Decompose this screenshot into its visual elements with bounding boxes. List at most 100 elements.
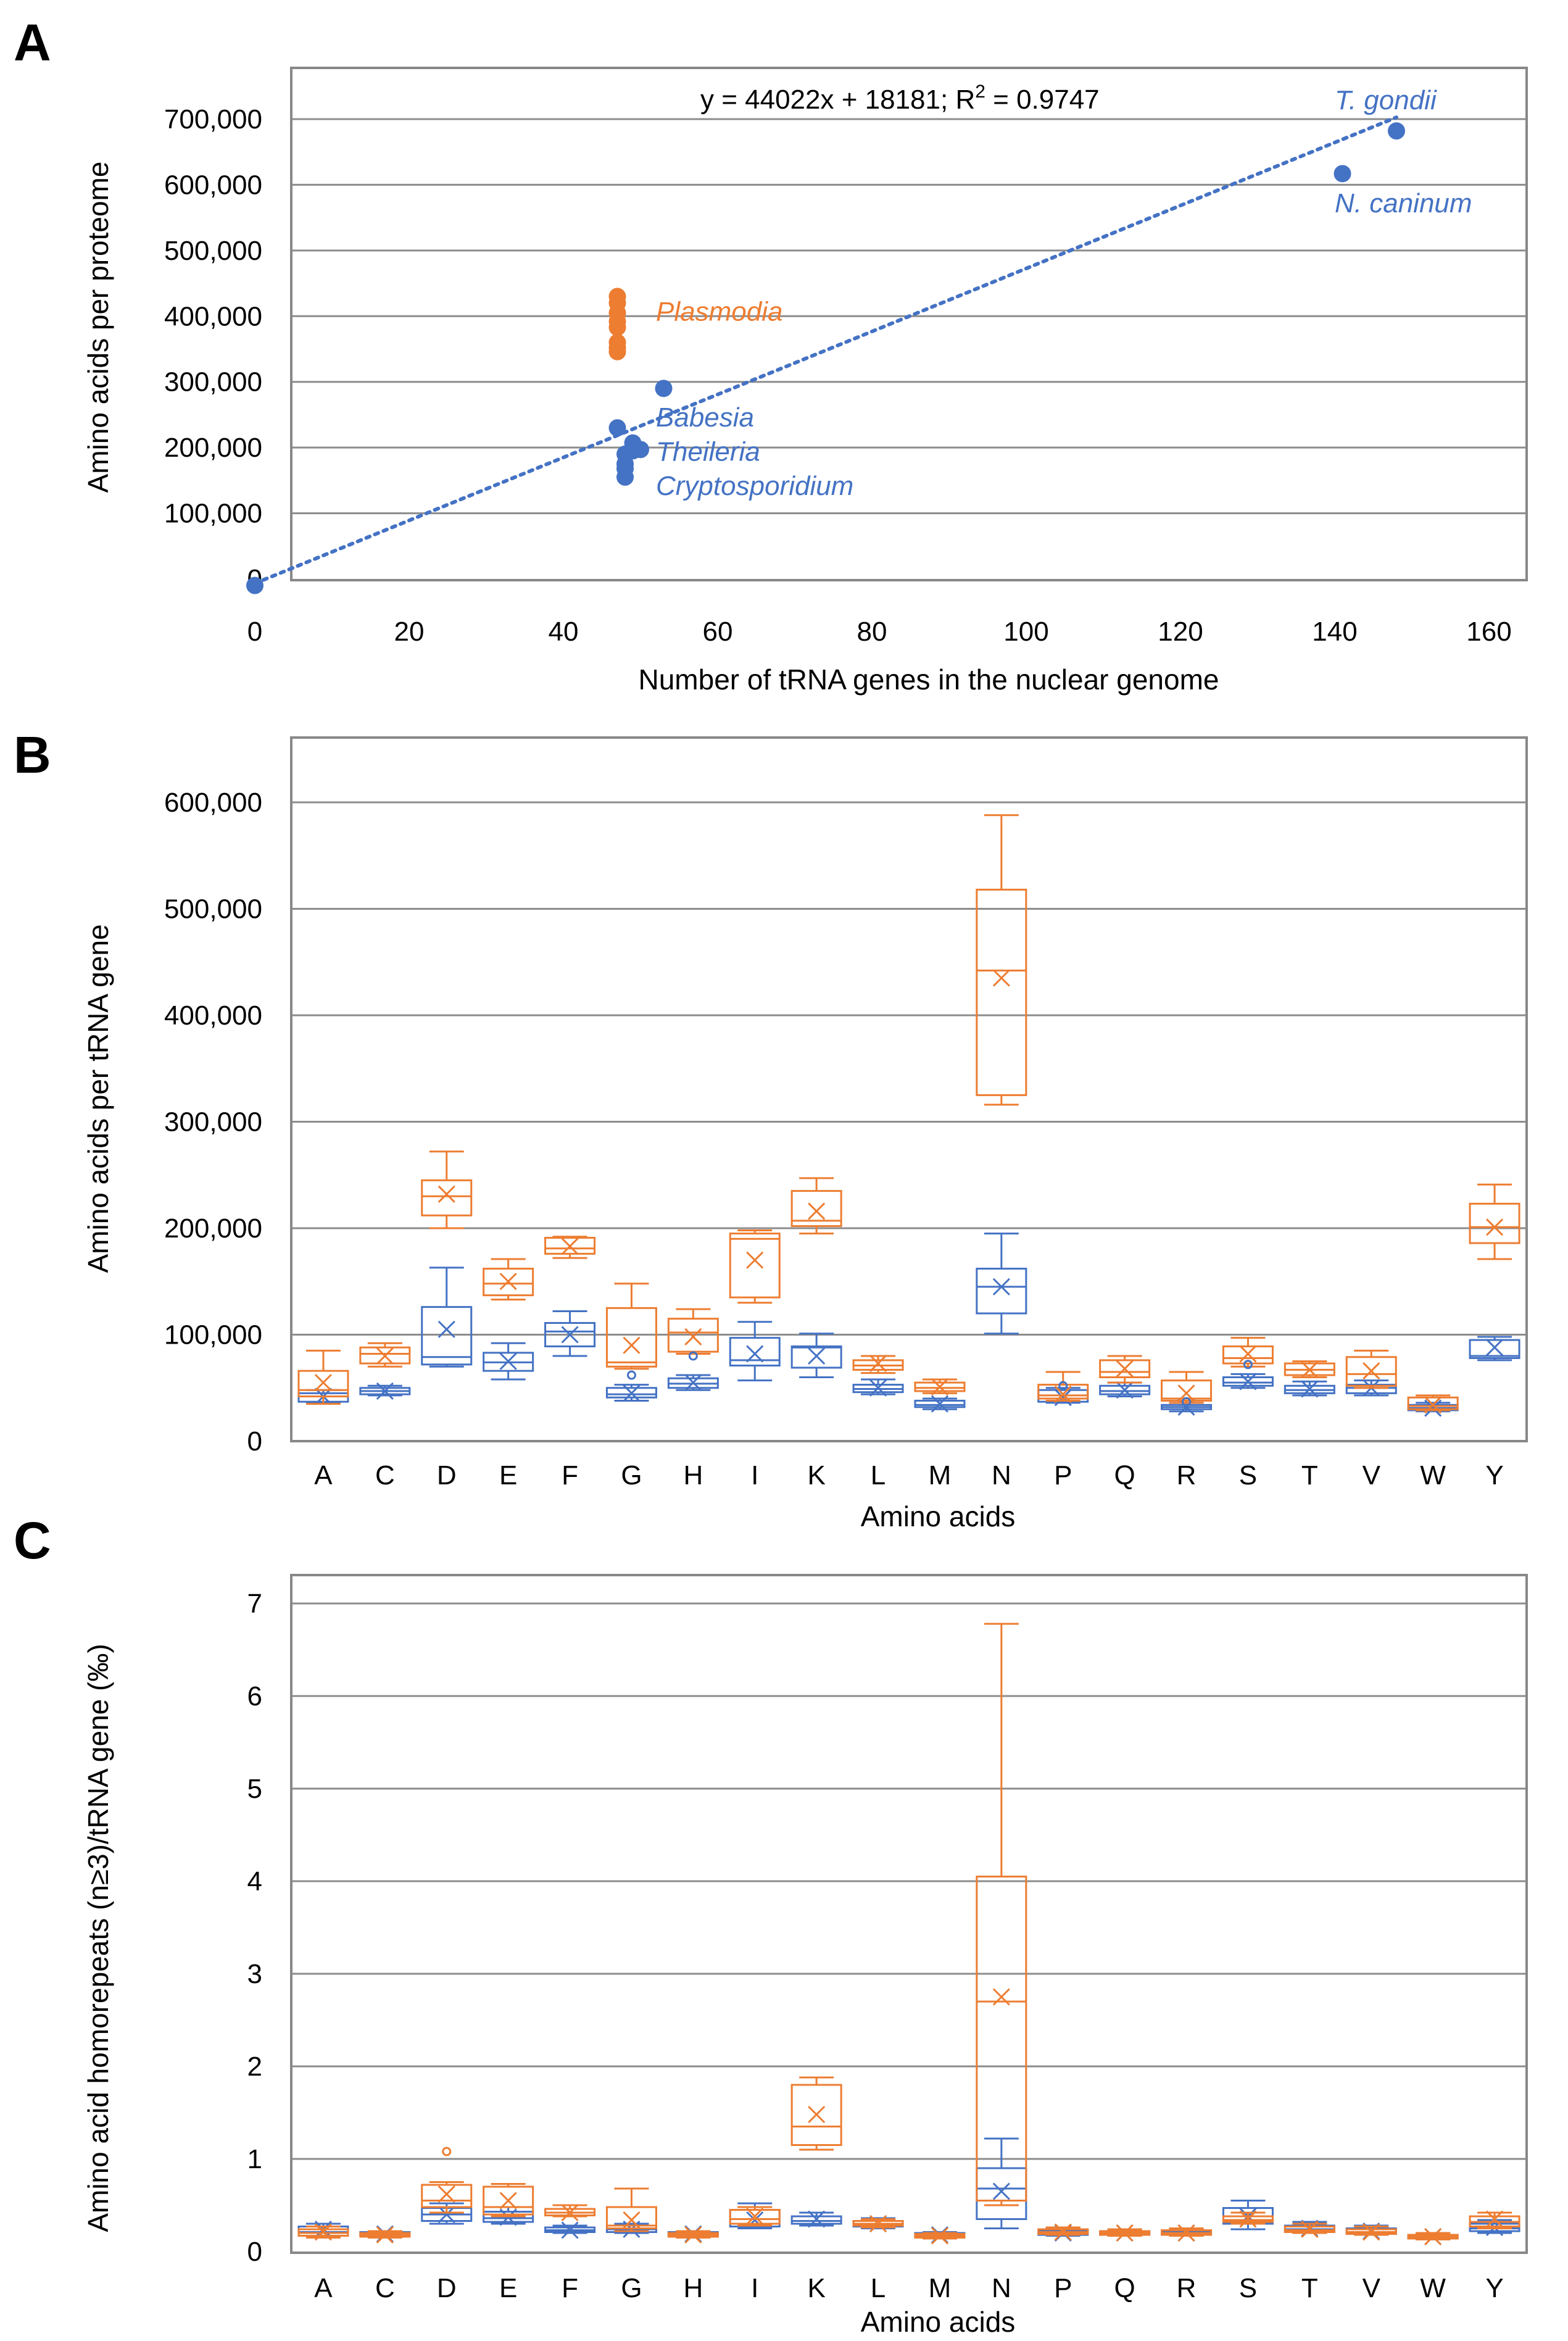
data-point xyxy=(608,343,626,360)
box-iqr xyxy=(605,1307,657,1368)
box-Q-orange xyxy=(1099,2224,1151,2242)
x-tick-label: 20 xyxy=(394,617,425,647)
mean-marker xyxy=(561,1237,579,1255)
mean-marker xyxy=(1177,2224,1195,2242)
mean-marker xyxy=(561,2203,579,2222)
mean-marker xyxy=(808,1202,826,1220)
panel-b-frame xyxy=(290,736,1528,1442)
box-M-orange xyxy=(914,1378,966,1396)
panel-c-boxplot: 0 1 2 3 4 5 6 7 A C D E F G H I K L M N P Q R S T V W Y Amino acid… xyxy=(82,1574,1528,2338)
species-annotation: N. caninum xyxy=(1335,188,1472,218)
box-iqr xyxy=(1161,1379,1213,1402)
mean-marker xyxy=(1301,1380,1319,1398)
box-I-blue xyxy=(729,1321,781,1382)
box-V-orange xyxy=(1345,2223,1397,2241)
mean-marker xyxy=(1363,2223,1380,2241)
mean-marker xyxy=(931,2227,949,2245)
species-annotation: Babesia xyxy=(656,402,754,433)
mean-marker xyxy=(808,2105,826,2124)
y-tick-label: 2 xyxy=(247,2052,262,2082)
box-P-orange xyxy=(1037,1371,1089,1403)
y-tick-label: 600,000 xyxy=(164,170,262,200)
x-tick-label: 40 xyxy=(549,617,579,647)
x-tick-label: K xyxy=(807,2273,825,2303)
box-S-orange xyxy=(1222,1337,1274,1368)
y-tick-label: 4 xyxy=(247,1866,262,1897)
x-tick-label: M xyxy=(929,2273,952,2303)
x-tick-label: I xyxy=(751,2273,758,2303)
x-axis-title-b: Amino acids xyxy=(861,1500,1016,1532)
box-G-orange xyxy=(605,1283,657,1370)
mean-marker xyxy=(438,2185,455,2203)
mean-marker xyxy=(1239,1345,1257,1363)
y-axis-title-b: Amino acids per tRNA gene xyxy=(82,924,114,1273)
y-tick-label: 200,000 xyxy=(164,433,262,463)
mean-marker xyxy=(438,2205,455,2224)
mean-marker xyxy=(746,1251,764,1269)
box-I-orange xyxy=(729,2206,781,2227)
box-iqr xyxy=(544,1237,596,1255)
x-tick-label: 160 xyxy=(1466,617,1511,647)
data-point xyxy=(632,441,649,459)
box-L-orange xyxy=(852,1355,904,1374)
box-T-orange xyxy=(1284,2220,1335,2239)
mean-marker xyxy=(623,1384,641,1402)
data-point xyxy=(1388,122,1405,140)
x-tick-label: E xyxy=(499,2273,517,2303)
box-iqr xyxy=(790,1190,842,1228)
mean-marker xyxy=(684,1374,702,1392)
mean-marker xyxy=(1301,1361,1319,1379)
outlier-point xyxy=(688,1351,698,1361)
box-iqr xyxy=(1099,1359,1151,1378)
box-T-blue xyxy=(1284,1380,1335,1398)
box-iqr xyxy=(605,2206,657,2229)
box-A-orange xyxy=(297,1349,349,1405)
mean-marker xyxy=(869,1379,887,1397)
panel-label-c: C xyxy=(14,1511,51,1570)
mean-marker xyxy=(376,1382,394,1400)
x-tick-label: A xyxy=(314,2273,333,2303)
mean-marker xyxy=(1116,1360,1134,1378)
x-tick-label: P xyxy=(1054,1460,1072,1491)
box-N-orange xyxy=(976,814,1027,1106)
x-tick-label: N xyxy=(992,1460,1011,1491)
x-tick-label: N xyxy=(992,2273,1011,2303)
x-tick-label: V xyxy=(1363,2273,1381,2303)
box-W-orange xyxy=(1407,1394,1459,1414)
mean-marker xyxy=(314,2223,333,2241)
box-K-orange xyxy=(790,2076,842,2151)
box-Y-blue xyxy=(1469,1336,1520,1362)
box-M-blue xyxy=(914,1395,966,1413)
x-tick-label: Q xyxy=(1114,1460,1135,1491)
mean-marker xyxy=(684,1328,702,1346)
mean-marker xyxy=(931,1395,949,1413)
x-tick-label: Y xyxy=(1485,2273,1503,2303)
x-tick-label: L xyxy=(871,1460,886,1491)
trendline xyxy=(253,115,1398,586)
y-tick-label: 300,000 xyxy=(164,367,262,397)
box-iqr xyxy=(729,1233,781,1299)
x-tick-label: T xyxy=(1301,1460,1318,1491)
box-G-orange xyxy=(605,2187,657,2232)
box-iqr xyxy=(483,2211,534,2223)
y-axis-title-c: Amino acid homorepeats (n≥3)/tRNA gene (… xyxy=(82,1644,114,2232)
y-tick-label: 700,000 xyxy=(164,104,262,135)
box-iqr xyxy=(1222,1345,1274,1365)
species-annotation: Cryptosporidium xyxy=(656,471,853,501)
box-E-blue xyxy=(483,1342,534,1381)
box-iqr xyxy=(483,1268,534,1297)
box-iqr xyxy=(1469,1339,1520,1359)
mean-marker xyxy=(438,1185,455,1203)
x-tick-label: M xyxy=(929,1460,952,1491)
y-tick-label: 400,000 xyxy=(164,301,262,331)
mean-marker xyxy=(931,1378,949,1396)
box-iqr xyxy=(790,1345,842,1369)
box-W-orange xyxy=(1407,2227,1459,2246)
mean-marker xyxy=(499,1273,517,1291)
box-iqr xyxy=(914,1399,966,1408)
x-tick-label: 100 xyxy=(1003,617,1048,647)
x-tick-label: Q xyxy=(1114,2273,1135,2303)
mean-marker xyxy=(561,1326,579,1344)
box-P-orange xyxy=(1037,2223,1089,2241)
data-point xyxy=(616,468,634,486)
